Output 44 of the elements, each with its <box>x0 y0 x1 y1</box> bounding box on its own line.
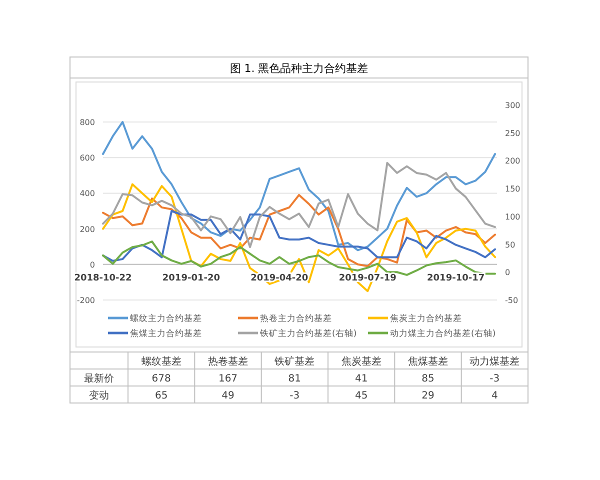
x-tick-label: 2019-01-20 <box>162 273 220 284</box>
legend-label: 焦煤主力合约基差 <box>130 328 202 339</box>
text: 41 <box>354 374 368 384</box>
text: 铁矿基差 <box>274 356 315 368</box>
legend-label: 动力煤主力合约基差(右轴) <box>390 328 496 339</box>
y2-tick-label: 150 <box>505 184 520 194</box>
text: 螺纹基差 <box>141 356 182 368</box>
y2-tick-label: 50 <box>505 240 516 250</box>
y-tick-label: 800 <box>80 118 95 127</box>
y-tick-label: 0 <box>90 260 95 270</box>
legend-label: 焦炭主力合约基差 <box>390 313 462 324</box>
y-tick-label: 600 <box>80 154 95 163</box>
legend-label: 螺纹主力合约基差 <box>130 313 202 324</box>
text: 焦煤基差 <box>408 356 448 368</box>
text: 49 <box>222 390 234 402</box>
text: 29 <box>422 390 434 402</box>
text: 4 <box>491 390 498 402</box>
text: 85 <box>422 374 434 384</box>
text: 167 <box>218 374 238 384</box>
text: 最新价 <box>84 372 114 384</box>
text: -3 <box>290 390 300 402</box>
text: 焦炭基差 <box>341 356 382 368</box>
legend-label: 热卷主力合约基差 <box>260 313 332 324</box>
text: 热卷基差 <box>208 356 248 368</box>
text: 45 <box>354 390 368 402</box>
text: 变动 <box>89 390 109 402</box>
text: 动力煤基差 <box>470 356 520 368</box>
text: 678 <box>152 374 171 384</box>
y-tick-label: 200 <box>80 224 95 234</box>
y2-tick-label: 0 <box>505 268 510 278</box>
legend-label: 铁矿主力合约基差(右轴) <box>259 328 357 339</box>
y2-tick-label: -50 <box>505 296 518 305</box>
y-tick-label: 400 <box>80 189 95 198</box>
text: -3 <box>490 374 500 384</box>
chart-title: 图 1. 黑色品种主力合约基差 <box>230 62 368 75</box>
x-tick-label: 2018-10-22 <box>74 273 132 284</box>
y2-tick-label: 200 <box>505 156 520 166</box>
y2-tick-label: 100 <box>505 212 520 222</box>
y2-tick-label: 300 <box>505 101 520 110</box>
y-tick-label: -200 <box>76 296 95 305</box>
text: 81 <box>288 374 302 384</box>
x-tick-label: 2019-10-17 <box>427 273 485 284</box>
y2-tick-label: 250 <box>505 128 520 138</box>
text: 65 <box>154 390 168 402</box>
